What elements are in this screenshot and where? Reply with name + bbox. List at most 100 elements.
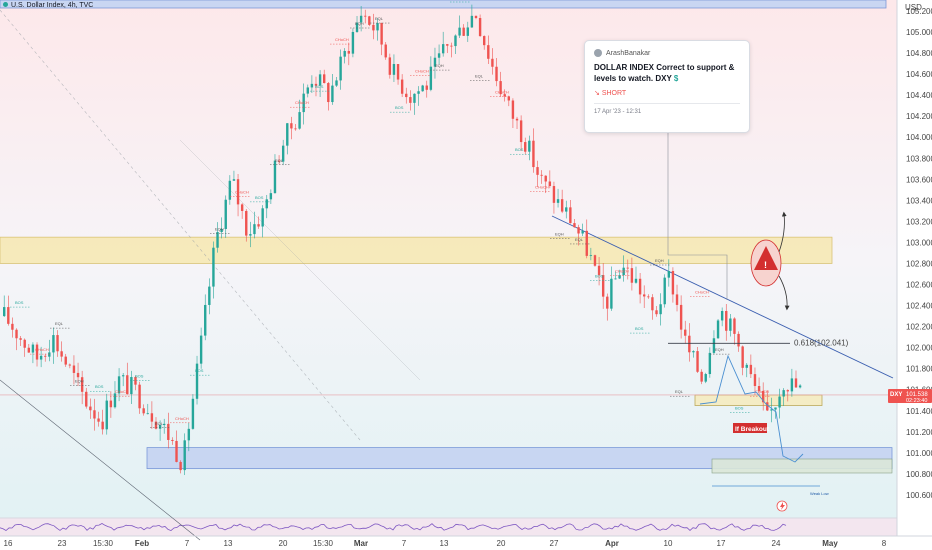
- structure-label: BOS: [395, 105, 404, 110]
- breakout-badge: If Breakout: [733, 423, 770, 433]
- candle-body: [655, 310, 658, 315]
- candle-body: [318, 74, 322, 86]
- candle-body: [351, 31, 355, 54]
- candle-body: [712, 338, 716, 353]
- candle-body: [626, 267, 629, 269]
- candle-body: [19, 338, 22, 340]
- candle-body: [23, 339, 26, 348]
- candle-body: [774, 407, 777, 410]
- structure-label: BOS: [195, 368, 204, 373]
- candle-body: [704, 374, 707, 382]
- candle-body: [48, 352, 51, 357]
- candle-body: [540, 174, 543, 176]
- structure-label: EQH: [75, 379, 84, 384]
- candle-body: [105, 400, 108, 430]
- lower-trendline: [0, 379, 201, 541]
- oscillator-line: [0, 523, 787, 532]
- candle-body: [372, 24, 375, 31]
- candle-body: [659, 304, 662, 315]
- candle-body: [93, 410, 96, 419]
- price-tick: 104.200: [906, 112, 932, 121]
- candle-body: [421, 85, 424, 92]
- candle-body: [265, 199, 268, 209]
- structure-label: BOS: [315, 84, 324, 89]
- candle-body: [552, 186, 556, 203]
- candle-body: [109, 400, 113, 408]
- avatar: [594, 49, 602, 57]
- time-tick: 17: [717, 539, 726, 548]
- candle-body: [97, 418, 100, 422]
- candle-body: [195, 363, 199, 399]
- candle-body: [253, 224, 256, 235]
- time-tick: 24: [772, 539, 781, 548]
- idea-title[interactable]: DOLLAR INDEX Correct to support & levels…: [594, 62, 740, 84]
- current-symbol: DXY: [890, 392, 902, 398]
- candle-body: [749, 364, 753, 375]
- up-arrow: [778, 211, 787, 253]
- candle-body: [450, 45, 453, 47]
- time-tick: 20: [497, 539, 506, 548]
- idea-title-text: DOLLAR INDEX Correct to support & levels…: [594, 63, 735, 83]
- candle-body: [64, 356, 67, 365]
- idea-author[interactable]: ArashBanakar: [594, 49, 740, 57]
- candle-body: [671, 271, 675, 295]
- candle-body: [786, 390, 789, 392]
- candle-body: [216, 232, 219, 248]
- price-tick: 103.200: [906, 217, 932, 226]
- channel-line: [179, 139, 421, 381]
- candle-body: [290, 123, 293, 129]
- candle-body: [171, 439, 174, 441]
- candle-body: [651, 297, 654, 311]
- target-zone: [711, 458, 893, 474]
- candle-body: [643, 294, 646, 297]
- candle-body: [286, 123, 289, 146]
- structure-label: CHoCH: [335, 37, 349, 42]
- candle-body: [388, 57, 392, 75]
- candle-body: [729, 318, 732, 331]
- candle-body: [519, 120, 523, 143]
- instrument-title: U.S. Dollar Index, 4h, TVC: [11, 2, 94, 9]
- candle-body: [610, 278, 613, 309]
- countdown: 02:23:40: [906, 398, 927, 404]
- warning-icon: !: [750, 239, 782, 287]
- candle-body: [692, 351, 695, 353]
- candle-body: [101, 421, 104, 430]
- candle-body: [536, 167, 539, 175]
- candle-body: [302, 93, 305, 113]
- candle-body: [483, 36, 486, 46]
- candle-body: [478, 18, 482, 37]
- time-tick: Apr: [605, 539, 619, 548]
- candle-body: [35, 344, 39, 360]
- candle-body: [130, 377, 133, 395]
- candle-body: [257, 224, 260, 227]
- candle-body: [782, 390, 785, 397]
- candle-body: [52, 335, 55, 353]
- candle-body: [474, 15, 478, 19]
- candle-body: [60, 351, 63, 357]
- candle-body: [757, 386, 761, 391]
- candle-body: [27, 347, 31, 353]
- currency-label: USD: [905, 3, 922, 12]
- price-tick: 103.400: [906, 196, 932, 205]
- candle-body: [708, 352, 712, 375]
- lightning-icon: [776, 500, 788, 512]
- candle-body: [766, 402, 769, 411]
- candle-body: [347, 50, 351, 54]
- structure-label: EQL: [575, 237, 584, 242]
- candle-body: [126, 375, 129, 395]
- price-tick: 104.000: [906, 133, 932, 142]
- candle-body: [503, 94, 506, 97]
- candle-body: [462, 27, 465, 36]
- idea-card[interactable]: ArashBanakar DOLLAR INDEX Correct to sup…: [584, 40, 750, 133]
- candle-body: [85, 391, 88, 407]
- time-axis[interactable]: 16 23 15:30 Feb 7 13 20 15:30 Mar 7 13 20 27 Apr 10 17 2…: [0, 535, 932, 548]
- candle-body: [470, 15, 474, 28]
- candle-body: [269, 193, 273, 200]
- candle-body: [679, 304, 683, 330]
- candle-body: [606, 296, 609, 309]
- time-tick: 27: [550, 539, 559, 548]
- card-connector: [667, 128, 728, 300]
- candle-body: [581, 230, 584, 234]
